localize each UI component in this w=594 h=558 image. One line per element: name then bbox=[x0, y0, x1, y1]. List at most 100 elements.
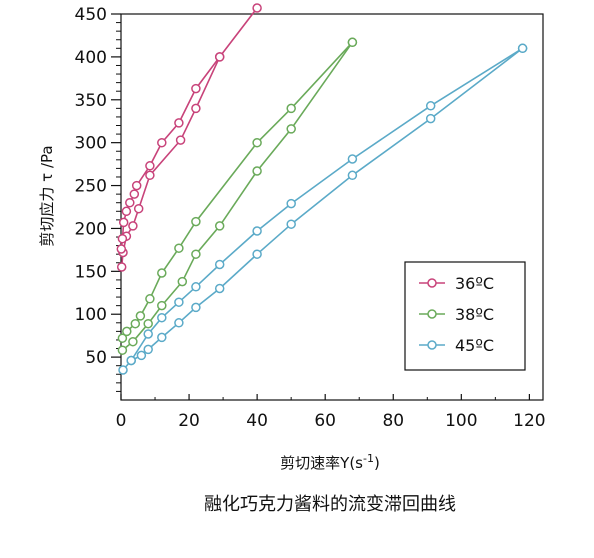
x-tick-label: 100 bbox=[445, 411, 477, 431]
series-layer bbox=[116, 3, 528, 375]
data-point bbox=[143, 329, 153, 339]
data-point bbox=[252, 226, 262, 236]
data-point bbox=[191, 216, 201, 227]
data-point bbox=[177, 276, 188, 287]
legend-marker bbox=[427, 309, 437, 319]
y-tick-label: 250 bbox=[75, 177, 107, 197]
data-point bbox=[118, 365, 128, 375]
y-axis: 50 100 150 200 250 300 350 400 450 bbox=[75, 5, 121, 392]
data-point bbox=[157, 332, 167, 343]
data-point bbox=[135, 311, 146, 321]
data-point bbox=[191, 282, 201, 292]
data-point bbox=[116, 262, 127, 272]
series-line bbox=[121, 41, 354, 351]
y-tick-label: 200 bbox=[75, 219, 107, 239]
series-1 bbox=[116, 3, 262, 272]
data-point bbox=[191, 302, 201, 313]
data-point bbox=[129, 189, 140, 199]
legend-marker bbox=[427, 340, 437, 350]
legend-label: 36ºC bbox=[455, 274, 494, 293]
data-point bbox=[517, 43, 528, 54]
x-tick-label: 120 bbox=[513, 411, 545, 431]
data-point bbox=[157, 312, 167, 323]
x-axis-title: 剪切速率Y(s-1) bbox=[280, 452, 380, 472]
data-point bbox=[125, 197, 135, 208]
chart-caption: 融化巧克力酱料的流变滞回曲线 bbox=[204, 494, 456, 515]
data-point bbox=[214, 283, 225, 294]
y-tick-label: 150 bbox=[75, 262, 107, 282]
data-point bbox=[214, 259, 225, 270]
data-point bbox=[117, 345, 128, 355]
data-point bbox=[121, 206, 132, 217]
data-point bbox=[143, 344, 153, 355]
data-point bbox=[143, 318, 153, 329]
data-point bbox=[128, 221, 138, 231]
x-tick-label: 40 bbox=[246, 411, 268, 431]
data-point bbox=[286, 219, 296, 229]
data-point bbox=[117, 333, 128, 343]
data-point bbox=[128, 336, 138, 347]
data-point bbox=[214, 52, 225, 62]
data-point bbox=[252, 166, 262, 176]
plot-frame bbox=[120, 13, 544, 401]
data-point bbox=[191, 249, 201, 259]
data-point bbox=[175, 135, 186, 145]
data-point bbox=[133, 203, 144, 214]
x-tick-label: 0 bbox=[116, 411, 127, 431]
data-point bbox=[157, 137, 167, 148]
data-point bbox=[126, 355, 136, 366]
x-tick-label: 60 bbox=[314, 411, 336, 431]
y-tick-label: 300 bbox=[75, 134, 107, 154]
data-point bbox=[252, 3, 262, 13]
data-point bbox=[157, 268, 167, 278]
data-point bbox=[174, 318, 184, 328]
data-point bbox=[130, 318, 141, 329]
plot-area: 0 20 40 60 80 100 120 50 100 150 200 250 300 350 400 4… bbox=[75, 3, 546, 431]
data-point bbox=[425, 113, 436, 124]
legend-marker bbox=[427, 278, 437, 288]
data-point bbox=[118, 217, 129, 228]
y-tick-label: 50 bbox=[85, 348, 107, 368]
y-axis-title: 剪切应力 τ /Pa bbox=[38, 145, 56, 246]
legend-frame bbox=[404, 261, 526, 371]
legend-label: 45ºC bbox=[455, 336, 494, 355]
data-point bbox=[145, 161, 155, 171]
data-point bbox=[174, 297, 184, 307]
data-point bbox=[157, 300, 167, 311]
data-point bbox=[286, 103, 296, 114]
data-point bbox=[191, 83, 201, 94]
series-line bbox=[120, 7, 258, 250]
data-point bbox=[122, 326, 132, 337]
data-point bbox=[117, 233, 128, 244]
data-point bbox=[347, 37, 358, 48]
data-point bbox=[347, 154, 358, 164]
data-point bbox=[252, 249, 262, 259]
data-point bbox=[214, 221, 225, 231]
series-line bbox=[120, 56, 221, 268]
data-point bbox=[145, 170, 155, 181]
y-tick-label: 450 bbox=[75, 5, 107, 25]
data-point bbox=[131, 180, 142, 191]
data-point bbox=[136, 350, 147, 361]
data-point bbox=[174, 243, 184, 253]
legend-label: 38ºC bbox=[455, 305, 494, 324]
data-point bbox=[116, 244, 127, 254]
data-point bbox=[145, 294, 155, 304]
x-tick-label: 80 bbox=[382, 411, 404, 431]
series-line bbox=[121, 41, 353, 339]
data-point bbox=[252, 137, 262, 148]
data-point bbox=[347, 170, 358, 181]
data-point bbox=[191, 103, 201, 114]
data-point bbox=[425, 101, 436, 111]
data-point bbox=[286, 198, 296, 209]
y-tick-label: 400 bbox=[75, 48, 107, 68]
legend: 36ºC 38ºC 45ºC bbox=[404, 261, 526, 371]
data-point bbox=[286, 124, 296, 134]
y-tick-label: 100 bbox=[75, 305, 107, 325]
series-3 bbox=[118, 43, 528, 375]
data-point bbox=[174, 118, 184, 128]
series-2 bbox=[117, 37, 358, 355]
x-tick-label: 20 bbox=[178, 411, 200, 431]
x-axis: 0 20 40 60 80 100 120 bbox=[116, 394, 546, 431]
